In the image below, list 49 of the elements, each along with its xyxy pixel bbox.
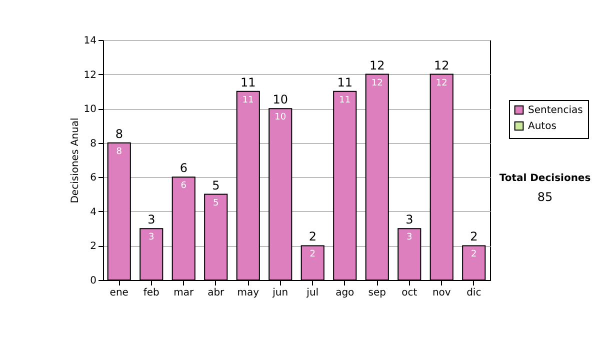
total-label: 12 xyxy=(434,58,450,72)
y-tick-label: 8 xyxy=(90,138,96,150)
x-tick-label: abr xyxy=(208,288,226,298)
x-tick-label: jun xyxy=(272,288,288,298)
data-label: 5 xyxy=(213,198,219,208)
x-tick-label: feb xyxy=(143,288,160,298)
y-tick-label: 6 xyxy=(90,172,96,184)
data-label: 11 xyxy=(242,95,254,106)
data-label: 2 xyxy=(310,250,316,260)
x-tick-label: may xyxy=(237,288,260,298)
x-tick-label: sep xyxy=(368,288,386,298)
y-axis-title: Decisiones Anual xyxy=(70,118,81,204)
y-tick-label: 10 xyxy=(84,104,96,116)
legend-label: Sentencias xyxy=(528,105,583,116)
total-label: 12 xyxy=(369,58,385,72)
total-label: 5 xyxy=(212,178,220,192)
y-tick-label: 0 xyxy=(90,276,96,286)
legend-label: Autos xyxy=(528,121,556,132)
y-tick-label: 4 xyxy=(90,206,96,218)
x-tick-label: ene xyxy=(110,288,128,298)
y-tick-label: 2 xyxy=(90,241,96,252)
y-tick-label: 14 xyxy=(84,36,96,46)
data-label: 10 xyxy=(274,112,286,123)
total-label: 2 xyxy=(470,230,478,244)
total-label: 8 xyxy=(115,126,123,141)
data-label: 8 xyxy=(116,146,122,157)
total-label: 11 xyxy=(337,75,353,90)
x-tick-label: ago xyxy=(336,288,354,298)
data-label: 12 xyxy=(436,78,448,88)
total-label: 6 xyxy=(180,161,188,176)
data-label: 12 xyxy=(371,78,383,88)
y-tick-label: 12 xyxy=(84,70,96,81)
data-label: 3 xyxy=(148,232,154,243)
data-label: 11 xyxy=(339,95,351,106)
x-tick-label: oct xyxy=(402,288,418,298)
text: Total Decisiones xyxy=(499,173,591,184)
x-tick-label: jul xyxy=(306,288,319,298)
total-label: 3 xyxy=(148,212,156,227)
data-label: 3 xyxy=(406,232,412,243)
text: 85 xyxy=(537,190,553,204)
x-tick-label: mar xyxy=(174,288,194,298)
total-label: 10 xyxy=(272,92,288,107)
total-label: 11 xyxy=(240,75,256,90)
data-label: 2 xyxy=(471,250,477,260)
total-label: 3 xyxy=(406,212,414,227)
x-tick-label: dic xyxy=(466,288,482,298)
total-label: 2 xyxy=(308,230,316,244)
x-tick-label: nov xyxy=(432,288,451,298)
data-label: 6 xyxy=(180,181,187,192)
